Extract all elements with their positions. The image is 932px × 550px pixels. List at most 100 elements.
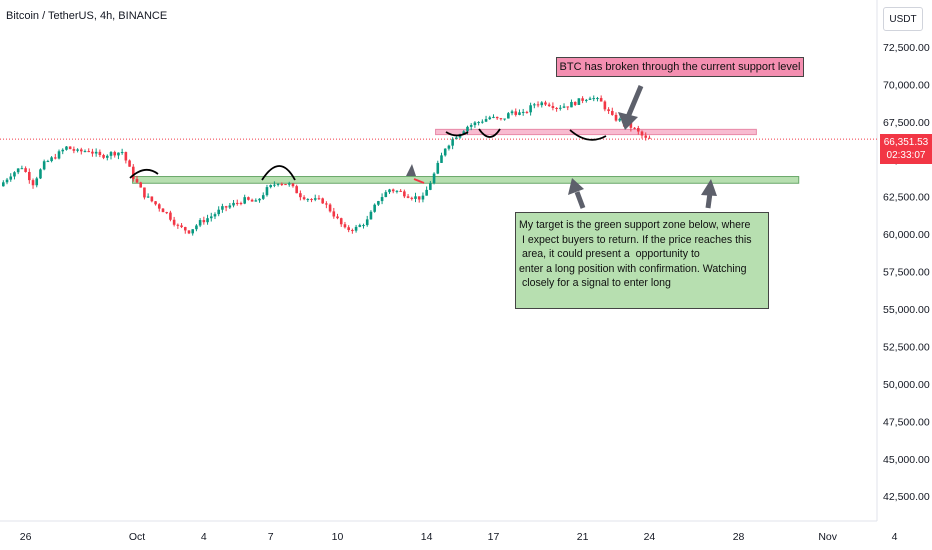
candle-body: [128, 160, 131, 167]
candle-body: [250, 199, 254, 202]
candle-body: [183, 227, 187, 231]
candle-body: [191, 229, 194, 234]
candle-body: [362, 225, 365, 227]
candle-body: [291, 183, 295, 187]
time-tick-label: 24: [644, 531, 656, 543]
candle-body: [161, 208, 165, 213]
candle-body: [54, 157, 57, 159]
candle-body: [510, 111, 514, 114]
red-tick-mark: [413, 178, 425, 184]
price-tick-label: 67,500.00: [883, 117, 930, 129]
candle-body: [577, 98, 581, 105]
candle-countdown: 02:33:07: [886, 150, 926, 161]
pink-note[interactable]: BTC has broken through the current suppo…: [556, 57, 804, 77]
candle-body: [603, 101, 607, 110]
candle-body: [477, 122, 480, 124]
candle-body: [455, 137, 458, 140]
candle-body: [146, 196, 150, 198]
candle-body: [135, 179, 139, 183]
candle-body: [269, 185, 272, 188]
candle-body: [94, 151, 98, 154]
candle-body: [117, 152, 120, 156]
candle-body: [180, 225, 183, 228]
time-tick-label: 14: [421, 531, 433, 543]
resistance-zone[interactable]: [435, 128, 757, 136]
green-note[interactable]: My target is the green support zone belo…: [515, 212, 769, 309]
candle-body: [514, 111, 518, 115]
candle-body: [640, 131, 644, 136]
candle-body: [596, 98, 599, 100]
candles: [2, 95, 651, 236]
candle-body: [395, 190, 399, 192]
candle-body: [131, 166, 135, 180]
candle-body: [540, 102, 544, 106]
candle-body: [172, 219, 176, 225]
candle-body: [254, 200, 258, 202]
time-tick-label: Oct: [129, 531, 145, 543]
candle-body: [239, 203, 243, 205]
candle-body: [187, 230, 191, 234]
candle-body: [157, 204, 161, 209]
support-zone[interactable]: [132, 176, 800, 184]
candle-body: [87, 151, 91, 153]
candle-body: [273, 184, 276, 186]
candle-body: [417, 196, 421, 200]
price-tick-label: 50,000.00: [883, 379, 930, 391]
candle-body: [332, 211, 336, 217]
candle-body: [80, 149, 83, 152]
drawings: [129, 85, 717, 209]
candle-body: [109, 152, 113, 156]
candle-body: [373, 204, 376, 212]
candle-body: [343, 224, 347, 228]
candle-body: [195, 225, 198, 230]
time-tick-label: 26: [20, 531, 32, 543]
candle-body: [570, 101, 573, 108]
candle-body: [339, 218, 343, 225]
candle-body: [9, 176, 13, 180]
candle-body: [325, 203, 328, 205]
candle-body: [258, 198, 261, 201]
candle-body: [280, 183, 284, 185]
time-tick-label: 17: [488, 531, 500, 543]
candle-body: [165, 212, 169, 214]
candle-body: [436, 162, 440, 174]
time-tick-label: 21: [577, 531, 589, 543]
green-note-line: My target is the green support zone belo…: [519, 219, 751, 231]
candle-body: [206, 218, 209, 223]
candle-body: [592, 98, 596, 100]
zones: [132, 128, 800, 184]
candle-body: [31, 180, 35, 186]
currency-unit-button[interactable]: USDT: [883, 7, 923, 31]
candle-body: [247, 197, 250, 200]
price-tick-label: 60,000.00: [883, 229, 930, 241]
curve-mark-1: [129, 168, 159, 179]
candle-body: [313, 198, 317, 200]
price-tick-label: 52,500.00: [883, 341, 930, 353]
time-tick-label: 4: [201, 531, 207, 543]
candle-body: [102, 155, 105, 158]
candle-body: [547, 104, 551, 107]
curve-mark-4: [478, 128, 501, 138]
green-note-line: enter a long position with confirmation.…: [519, 262, 747, 275]
green-note-line: closely for a signal to enter long: [519, 277, 671, 289]
curve-mark-5: [569, 129, 607, 141]
price-tick-label: 45,000.00: [883, 454, 930, 466]
candle-body: [221, 206, 224, 210]
candle-body: [406, 196, 410, 198]
candle-body: [451, 139, 454, 146]
price-tick-label: 47,500.00: [883, 416, 930, 428]
candle-body: [98, 151, 102, 156]
candle-body: [466, 126, 469, 132]
candle-body: [440, 155, 443, 163]
candle-body: [414, 196, 417, 199]
time-tick-label: Nov: [818, 531, 837, 543]
arrow-to-support-2: [701, 179, 717, 209]
candle-body: [276, 183, 280, 185]
time-tick-label: 28: [733, 531, 745, 543]
chart-symbol-title[interactable]: Bitcoin / TetherUS, 4h, BINANCE: [6, 10, 168, 22]
candle-body: [124, 152, 128, 161]
candle-body: [347, 227, 350, 231]
candle-body: [317, 198, 321, 200]
candle-body: [469, 125, 473, 127]
